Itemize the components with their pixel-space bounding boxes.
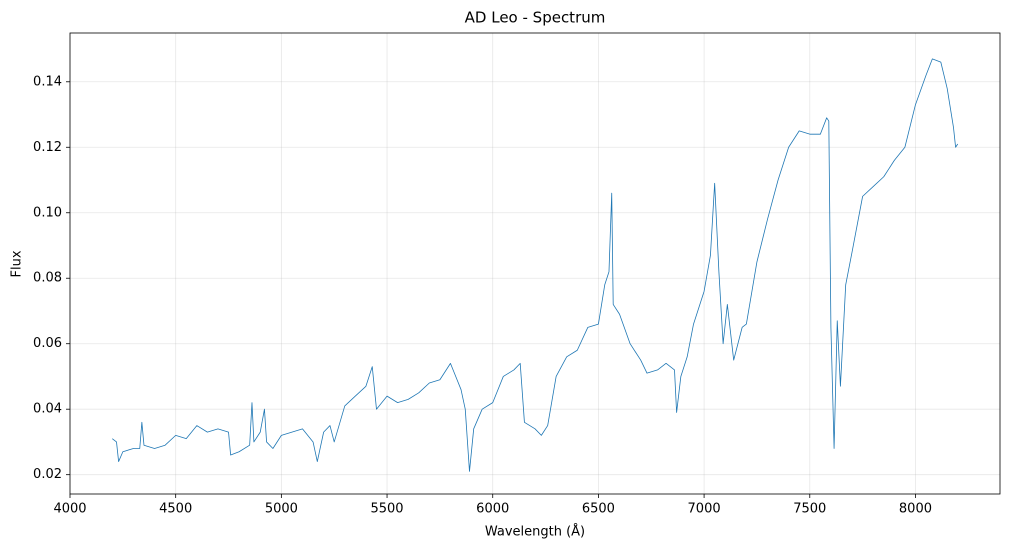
x-tick-label: 4500 (159, 502, 192, 517)
x-tick-label: 8000 (899, 502, 932, 517)
x-tick-label: 6000 (476, 502, 509, 517)
y-tick-label: 0.12 (33, 140, 62, 155)
spectrum-line (112, 58, 959, 472)
y-tick-label: 0.04 (33, 402, 62, 417)
x-axis-label: Wavelength (Å) (485, 524, 585, 540)
x-tick-label: 5500 (370, 502, 403, 517)
x-tick-label: 5000 (265, 502, 298, 517)
y-tick-label: 0.06 (33, 336, 62, 351)
y-tick-label: 0.14 (33, 74, 62, 89)
x-tick-label: 7000 (688, 502, 721, 517)
chart-title: AD Leo - Spectrum (465, 9, 606, 27)
y-tick-label: 0.08 (33, 271, 62, 286)
y-tick-label: 0.10 (33, 205, 62, 220)
plot-frame (69, 32, 1001, 495)
x-tick-label: 6500 (582, 502, 615, 517)
x-tick-label: 4000 (53, 502, 86, 517)
y-tick-label: 0.02 (33, 467, 62, 482)
x-tick-label: 7500 (793, 502, 826, 517)
y-axis-label: Flux (10, 250, 25, 277)
